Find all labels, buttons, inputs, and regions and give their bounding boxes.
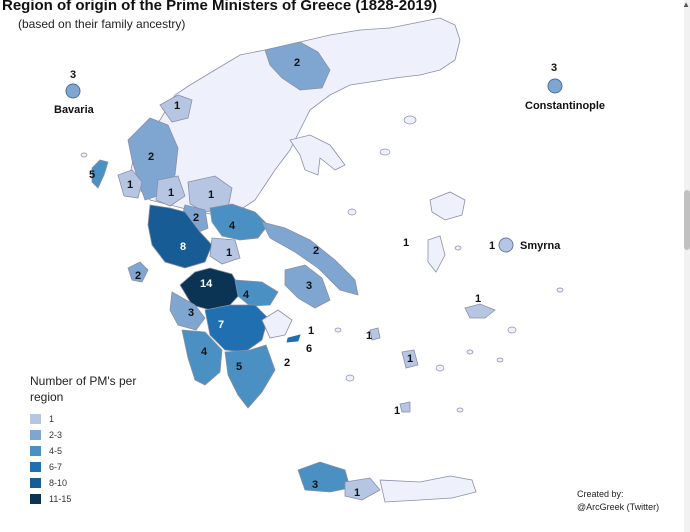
map-label: 5 [89, 169, 95, 181]
credit-line-2: @ArcGreek (Twitter) [577, 502, 660, 512]
island-naxos [401, 349, 419, 369]
legend-label: 8-10 [49, 478, 68, 488]
region-central-greece [209, 203, 269, 241]
map-label: 1 [308, 325, 314, 337]
legend-items: 1 2-3 4-5 6-7 8-10 11-15 [30, 411, 150, 507]
island-santorini [399, 401, 411, 413]
region-attica [284, 264, 331, 309]
region-acarnania [147, 204, 213, 269]
constantinople-label: Constantinople [525, 100, 605, 112]
legend-title: Number of PM's per region [30, 374, 137, 404]
map-label: 2 [313, 245, 319, 257]
island-crete-mid [344, 477, 381, 501]
map-label: 2 [135, 270, 141, 282]
map-label: 4 [229, 220, 236, 232]
scroll-up-icon[interactable]: ▲ [682, 0, 690, 9]
legend-label: 11-15 [49, 494, 72, 504]
legend: Number of PM's per region 1 2-3 4-5 6-7 … [30, 373, 150, 507]
region-corinthia [234, 279, 279, 307]
map-label: 5 [236, 361, 242, 373]
legend-swatch [30, 494, 41, 504]
scrollbar-track[interactable]: ▲ [682, 0, 690, 532]
bavaria-count: 3 [70, 69, 76, 81]
legend-swatch [30, 430, 41, 440]
island-corfu [91, 159, 109, 189]
map-label: 1 [226, 247, 232, 259]
map-label: 4 [243, 289, 250, 301]
credit-line-1: Created by: [577, 489, 624, 499]
region-laconia [224, 344, 276, 409]
legend-swatch [30, 462, 41, 472]
region-arcadia [204, 304, 269, 353]
bavaria-circle [65, 83, 81, 99]
smyrna-count: 1 [489, 240, 495, 252]
legend-label: 4-5 [49, 446, 63, 456]
legend-item: 6-7 [30, 459, 150, 475]
map-subtitle: (based on their family ancestry) [18, 17, 186, 31]
legend-swatch [30, 446, 41, 456]
credit: Created by: @ArcGreek (Twitter) [577, 488, 659, 514]
map-label: 1 [127, 179, 133, 191]
island-crete-west [297, 461, 351, 493]
region-argolis [261, 309, 293, 339]
legend-label: 2-3 [49, 430, 63, 440]
map-label: 1 [168, 187, 174, 199]
small-islands [80, 115, 564, 413]
map-label: 2 [193, 212, 199, 224]
region-euboea [261, 221, 359, 296]
region-macedonia-east [264, 41, 331, 91]
island-hydra [286, 334, 301, 343]
map-label: 1 [208, 189, 214, 201]
island-chios [427, 235, 446, 273]
smyrna-label: Smyrna [520, 240, 561, 252]
map-label: 1 [475, 293, 481, 305]
region-preveza [117, 169, 143, 199]
region-phocis [209, 237, 241, 265]
bavaria-label: Bavaria [54, 104, 95, 116]
legend-label: 1 [49, 414, 55, 424]
legend-item: 1 [30, 411, 150, 427]
island-crete-east [379, 475, 477, 503]
map-label: 1 [403, 237, 409, 249]
map-label: 6 [306, 343, 312, 355]
map-label: 2 [294, 57, 300, 69]
map-label: 14 [200, 278, 213, 290]
legend-label: 6-7 [49, 462, 63, 472]
map-label: 3 [188, 307, 194, 319]
map-label: 1 [354, 487, 360, 499]
region-macedonia-west [159, 94, 193, 123]
legend-swatch [30, 478, 41, 488]
legend-item: 8-10 [30, 475, 150, 491]
legend-item: 11-15 [30, 491, 150, 507]
map-label: 1 [394, 405, 400, 417]
chalkidiki [289, 134, 346, 176]
map-label: 2 [284, 357, 290, 369]
map-label: 4 [201, 346, 208, 358]
smyrna-circle [498, 237, 514, 253]
legend-item: 4-5 [30, 443, 150, 459]
map-label: 3 [306, 280, 312, 292]
region-labels: 2 1 2 5 1 1 1 2 4 8 1 2 2 14 4 3 3 7 1 6… [89, 57, 481, 499]
legend-swatch [30, 414, 41, 424]
map-label: 2 [148, 151, 154, 163]
map-title: Region of origin of the Prime Ministers … [2, 0, 438, 14]
map-label: 1 [407, 353, 413, 365]
constantinople-count: 3 [551, 62, 557, 74]
map-label: 1 [174, 100, 180, 112]
island-kefalonia [127, 261, 149, 283]
map-label: 7 [218, 319, 224, 331]
map-label: 8 [180, 241, 186, 253]
map-label: 1 [366, 330, 372, 342]
map-label: 3 [312, 479, 318, 491]
region-messenia [181, 329, 223, 386]
island-syros [369, 327, 381, 341]
constantinople-circle [547, 78, 563, 94]
region-arta [155, 175, 186, 207]
island-samos [464, 303, 496, 319]
island-lesbos [429, 191, 466, 221]
legend-item: 2-3 [30, 427, 150, 443]
scrollbar-thumb[interactable] [684, 190, 690, 250]
region-elis [169, 291, 206, 331]
